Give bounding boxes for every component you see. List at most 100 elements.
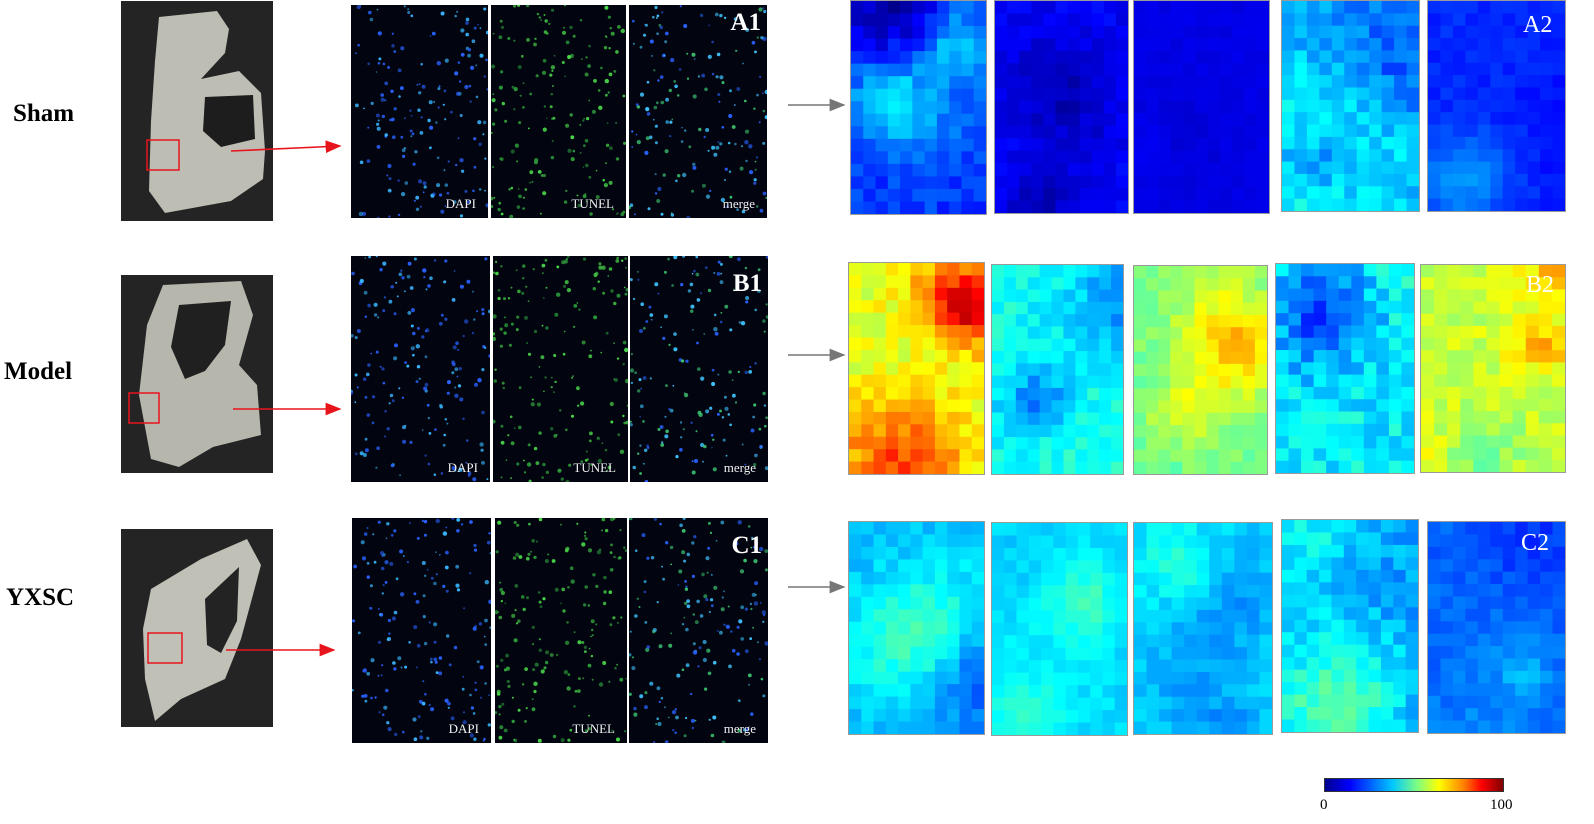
heatmap-cell	[1230, 425, 1244, 438]
heatmap-cell	[949, 126, 963, 140]
fluor-dot	[631, 19, 635, 23]
fluor-dot	[749, 637, 753, 640]
heatmap-cell	[1363, 276, 1377, 290]
heatmap-cell	[1369, 13, 1383, 27]
fluor-dot	[498, 615, 503, 620]
heatmap-cell	[1326, 313, 1340, 327]
heatmap-cell	[1363, 411, 1377, 425]
fluor-dot	[705, 598, 709, 602]
fluor-dot	[482, 133, 485, 136]
heatmap-cell	[934, 584, 948, 598]
fluor-dot	[685, 716, 688, 720]
fluor-dot	[620, 28, 625, 34]
heatmap-cell	[1338, 288, 1352, 302]
fluor-dot	[607, 275, 610, 277]
heatmap-cell	[1111, 449, 1123, 463]
fluor-dot	[395, 281, 398, 284]
fluor-dot	[403, 147, 406, 150]
heatmap-cell	[1434, 338, 1448, 351]
fluor-dot	[754, 581, 758, 586]
fluor-dot	[604, 448, 608, 452]
heatmap-cell	[1552, 646, 1565, 660]
heatmap-cell	[1218, 278, 1232, 292]
fluor-dot	[399, 474, 401, 477]
fluor-dot	[758, 427, 762, 431]
heatmap-cell	[1502, 559, 1516, 573]
fluor-dot	[736, 652, 740, 656]
heatmap-cell	[1194, 327, 1208, 341]
fluor-dot	[742, 728, 746, 732]
heatmap-cell	[959, 671, 973, 685]
heatmap-cell	[949, 88, 963, 102]
fluor-dot	[406, 364, 410, 368]
fluor-dot	[685, 359, 689, 363]
heatmap-cell	[1196, 647, 1210, 661]
fluor-dot	[592, 287, 596, 291]
fluor-dot	[408, 641, 411, 644]
heatmap-cell	[1115, 63, 1128, 77]
heatmap-cell	[924, 113, 938, 127]
heatmap-cell	[1477, 99, 1491, 113]
heatmap-cell	[849, 621, 862, 635]
heatmap-cell	[1065, 560, 1079, 574]
heatmap-cell	[1490, 633, 1504, 647]
heatmap-cell	[1490, 62, 1504, 76]
fluor-dot	[719, 13, 723, 18]
fluor-dot	[664, 415, 667, 418]
fluor-dot	[436, 61, 441, 66]
heatmap-cell	[959, 534, 973, 548]
heatmap-cell	[1282, 582, 1295, 596]
heatmap-cell	[1234, 671, 1248, 685]
fluor-dot	[442, 531, 448, 536]
fluor-dot	[728, 114, 733, 118]
fluor-dot	[656, 686, 661, 691]
heatmap-cell	[1356, 682, 1370, 696]
heatmap-cell	[1473, 362, 1488, 376]
fluor-dot	[368, 10, 372, 15]
heatmap-cell	[1259, 560, 1272, 574]
heatmap-cell	[1306, 582, 1320, 596]
fluor-dot	[709, 531, 713, 534]
heatmap-cell	[1465, 534, 1479, 548]
fluor-dot	[518, 386, 522, 389]
fluor-dot	[640, 302, 644, 306]
fluor-dot	[604, 78, 609, 84]
heatmap-cell	[1421, 411, 1435, 424]
heatmap-cell	[1490, 87, 1504, 101]
heatmap-cell	[1551, 459, 1565, 472]
fluor-dot	[397, 213, 401, 217]
fluor-dot	[444, 565, 449, 570]
heatmap-cell	[1356, 149, 1370, 163]
fluor-dot	[640, 387, 642, 390]
heatmap-cell	[873, 696, 887, 710]
heatmap-cell	[1146, 449, 1159, 463]
heatmap-cell	[1394, 161, 1408, 175]
heatmap-cell	[1465, 198, 1479, 211]
heatmap-cell	[1313, 350, 1327, 363]
fluor-dot	[479, 442, 484, 447]
fluor-dot	[638, 606, 641, 608]
fluor-dot	[681, 126, 683, 129]
fluor-dot	[472, 290, 474, 293]
fluor-dot	[486, 88, 488, 91]
heatmap-cell	[1075, 289, 1088, 303]
heatmap-cell	[863, 201, 877, 214]
fluor-dot	[555, 653, 559, 657]
heatmap-cell	[898, 646, 911, 660]
fluor-dot	[692, 613, 695, 616]
fluor-dot	[739, 166, 744, 171]
heatmap-cell	[1209, 535, 1223, 549]
heatmap-cell	[1182, 351, 1196, 365]
heatmap-cell	[1087, 301, 1100, 315]
heatmap-cell	[910, 584, 924, 598]
heatmap-cell	[1440, 186, 1454, 200]
fluor-dot	[367, 303, 371, 308]
heatmap-cell	[1406, 198, 1419, 211]
heatmap-cell	[947, 522, 961, 536]
heatmap-cell	[1063, 461, 1076, 474]
heatmap-cell	[1326, 350, 1340, 363]
fluor-dot	[561, 61, 565, 64]
fluor-dot	[418, 83, 421, 85]
fluor-dot	[589, 431, 593, 436]
heatmap-cell	[1159, 597, 1173, 611]
